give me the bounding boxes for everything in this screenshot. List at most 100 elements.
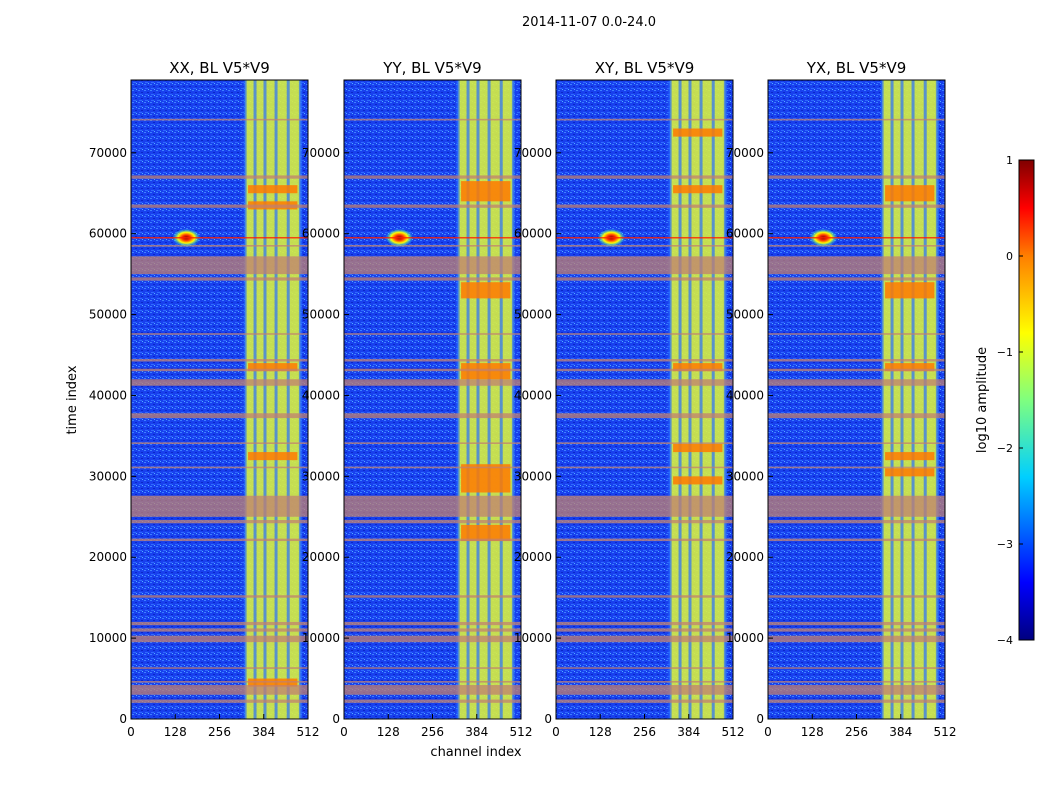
flagged-row xyxy=(344,442,521,444)
flagged-row xyxy=(344,538,521,542)
colorbar-tick-label: 1 xyxy=(1006,154,1013,167)
y-tick-label: 60000 xyxy=(302,227,340,241)
flagged-row xyxy=(131,118,308,121)
band-stripe xyxy=(466,80,470,719)
flagged-row xyxy=(131,413,308,419)
hot-region xyxy=(461,282,511,299)
flagged-row xyxy=(131,245,308,247)
band-stripe xyxy=(263,80,267,719)
y-tick-label: 70000 xyxy=(514,146,552,160)
y-tick-label: 30000 xyxy=(726,469,764,483)
y-tick-label: 40000 xyxy=(514,388,552,402)
colorbar-tick-label: −1 xyxy=(997,346,1013,359)
flagged-row xyxy=(768,628,945,632)
band-stripe xyxy=(668,80,672,719)
flagged-row xyxy=(344,635,521,643)
flagged-row xyxy=(768,368,945,372)
flagged-row xyxy=(131,495,308,517)
y-tick-label: 50000 xyxy=(89,308,127,322)
flagged-row xyxy=(768,277,945,281)
flagged-row xyxy=(556,442,733,444)
flagged-row xyxy=(556,595,733,598)
hot-region xyxy=(885,363,935,372)
band-stripe xyxy=(243,80,247,719)
flagged-row xyxy=(556,368,733,372)
flagged-row xyxy=(344,628,521,632)
flagged-row xyxy=(768,621,945,626)
x-tick-label: 512 xyxy=(510,725,533,739)
band-stripe xyxy=(688,80,692,719)
panel-4: YX, BL V5*V9 0 128 256 384 512 0 10000 20000 3000… xyxy=(726,59,957,739)
colorbar: 1 0 −1 −2 −3 −4 log10 amplitude xyxy=(975,154,1035,647)
flagged-row xyxy=(344,685,521,695)
x-tick-label: 512 xyxy=(297,725,320,739)
flagged-row xyxy=(768,118,945,121)
hot-region xyxy=(885,185,935,202)
flagged-row xyxy=(768,635,945,643)
band-stripe xyxy=(711,80,715,719)
y-tick-label: 20000 xyxy=(302,550,340,564)
y-axis-label: time index xyxy=(65,365,80,434)
flagged-row xyxy=(556,333,733,335)
band-stripe xyxy=(723,80,727,719)
flagged-row xyxy=(556,118,733,121)
hot-region xyxy=(248,363,298,372)
x-axis-label: channel index xyxy=(430,745,521,760)
flagged-row xyxy=(131,359,308,362)
x-tick-label: 256 xyxy=(633,725,656,739)
figure-suptitle: 2014-11-07 0.0-24.0 xyxy=(522,15,656,30)
flagged-row xyxy=(131,442,308,444)
flagged-row xyxy=(556,667,733,669)
band-stripe xyxy=(880,80,884,719)
hot-region xyxy=(885,282,935,299)
flagged-row xyxy=(768,466,945,469)
flagged-row xyxy=(131,379,308,386)
band-stripe xyxy=(499,80,503,719)
flagged-row xyxy=(344,621,521,626)
band-stripe xyxy=(476,80,480,719)
band-stripe xyxy=(456,80,460,719)
flagged-row xyxy=(556,413,733,419)
flagged-row xyxy=(768,699,945,703)
flagged-row xyxy=(344,413,521,419)
flagged-row xyxy=(768,442,945,444)
y-tick-label: 50000 xyxy=(514,308,552,322)
y-tick-label: 40000 xyxy=(726,388,764,402)
flagged-row xyxy=(556,256,733,275)
flagged-row xyxy=(556,204,733,208)
hot-region xyxy=(885,452,935,461)
y-tick-label: 60000 xyxy=(89,227,127,241)
band-stripe xyxy=(699,80,703,719)
flagged-row xyxy=(344,277,521,281)
flagged-row xyxy=(768,667,945,669)
x-tick-label: 256 xyxy=(208,725,231,739)
band-stripe xyxy=(890,80,894,719)
x-tick-label: 128 xyxy=(377,725,400,739)
hot-region xyxy=(248,185,298,194)
flagged-row xyxy=(556,359,733,362)
panel-title: YX, BL V5*V9 xyxy=(806,59,907,77)
x-tick-label: 0 xyxy=(340,725,348,739)
y-tick-label: 50000 xyxy=(302,308,340,322)
band-stripe xyxy=(935,80,939,719)
y-tick-label: 70000 xyxy=(302,146,340,160)
flagged-row xyxy=(768,204,945,208)
y-tick-label: 20000 xyxy=(726,550,764,564)
panel-2: YY, BL V5*V9 0 128 256 384 512 0 10000 20000 3000… xyxy=(302,59,533,739)
x-tick-label: 128 xyxy=(801,725,824,739)
flagged-row xyxy=(556,635,733,643)
hot-region xyxy=(673,476,723,485)
panel-title: XY, BL V5*V9 xyxy=(595,59,695,77)
flagged-row xyxy=(344,667,521,669)
flagged-row xyxy=(131,538,308,542)
y-tick-label: 30000 xyxy=(302,469,340,483)
hot-region xyxy=(673,128,723,137)
flagged-row xyxy=(768,595,945,598)
y-tick-label: 30000 xyxy=(89,469,127,483)
y-tick-label: 30000 xyxy=(514,469,552,483)
flagged-row xyxy=(556,379,733,386)
hot-region xyxy=(461,524,511,542)
y-tick-label: 70000 xyxy=(89,146,127,160)
flagged-row xyxy=(768,333,945,335)
hot-region xyxy=(461,181,511,202)
